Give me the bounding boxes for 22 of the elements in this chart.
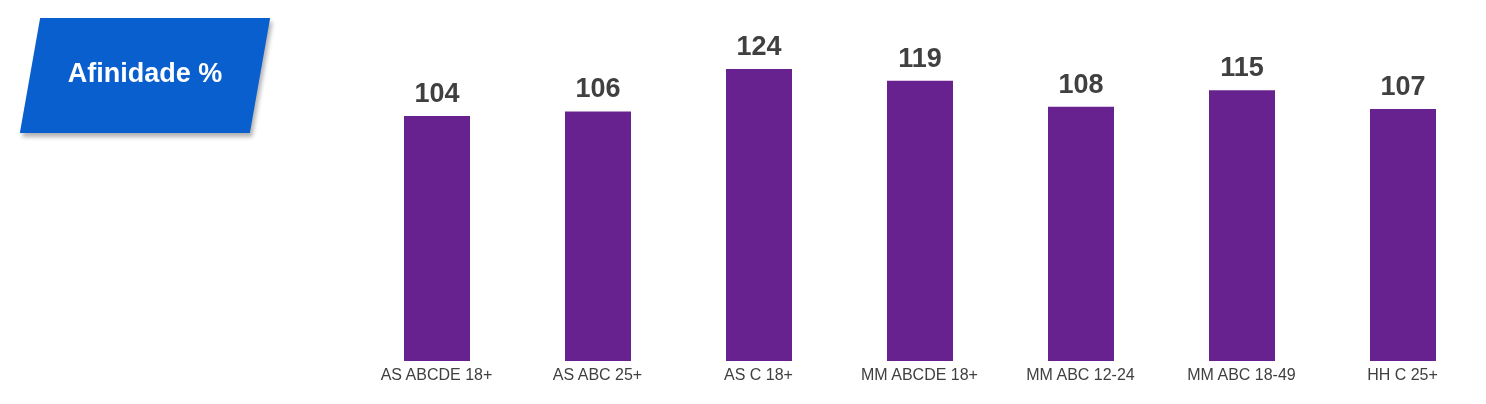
x-tick-label: MM ABC 12-24 bbox=[1026, 366, 1135, 384]
x-tick-label: AS C 18+ bbox=[724, 366, 793, 384]
bar bbox=[887, 80, 953, 361]
data-label: 104 bbox=[414, 78, 460, 109]
bar bbox=[1209, 90, 1275, 361]
x-tick-label: HH C 25+ bbox=[1367, 366, 1438, 384]
bar bbox=[1370, 109, 1436, 361]
bar bbox=[565, 111, 631, 361]
x-tick-label: AS ABC 25+ bbox=[552, 366, 643, 384]
x-tick-label: AS ABCDE 18+ bbox=[380, 366, 493, 384]
data-label: 119 bbox=[898, 42, 942, 73]
chart-title: Afinidade % bbox=[66, 58, 224, 89]
bar bbox=[404, 116, 470, 361]
data-label: 107 bbox=[1380, 71, 1426, 102]
data-label: 115 bbox=[1220, 52, 1264, 83]
bar bbox=[726, 69, 792, 361]
data-label: 124 bbox=[736, 31, 782, 61]
data-label: 108 bbox=[1058, 68, 1104, 99]
data-label: 106 bbox=[575, 73, 621, 104]
x-tick-label: MM ABCDE 18+ bbox=[861, 366, 978, 384]
bar bbox=[1048, 106, 1114, 361]
x-tick-label: MM ABC 18-49 bbox=[1187, 366, 1296, 384]
